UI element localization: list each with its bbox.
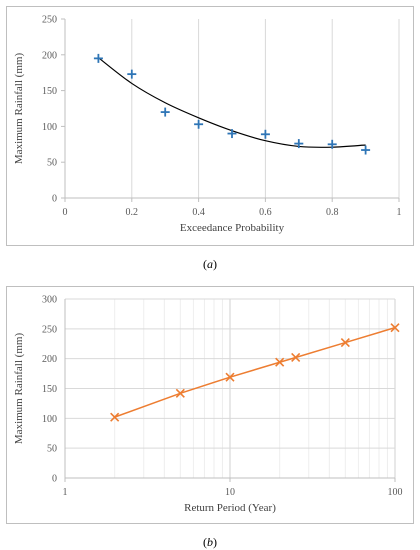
y-tick-label-b: 150 bbox=[42, 384, 57, 395]
chart-a-plot: 0 50 100 150 200 250 0 0.2 0.4 0.6 0.8 1 Exceedance … bbox=[13, 15, 402, 235]
data-point-b-stroke2 bbox=[175, 388, 185, 398]
data-point-b bbox=[390, 323, 400, 333]
x-axis-title-b: Return Period (Year) bbox=[184, 502, 276, 514]
data-point-b-stroke2 bbox=[291, 352, 301, 363]
data-point-a bbox=[194, 119, 204, 129]
data-point-b bbox=[225, 372, 235, 382]
data-point-b bbox=[110, 412, 120, 422]
x-tick-label-a: 0 bbox=[63, 207, 68, 218]
data-point-a bbox=[294, 139, 304, 149]
data-point-a bbox=[93, 53, 103, 63]
data-point-b-stroke2 bbox=[225, 372, 235, 382]
x-tick-label-b: 10 bbox=[225, 487, 235, 498]
x-tick-label-a: 0.4 bbox=[192, 207, 205, 218]
x-tick-label-a: 1 bbox=[397, 207, 402, 218]
data-point-a bbox=[160, 107, 170, 117]
y-tick-label-a: 50 bbox=[47, 158, 57, 169]
chart-panel-a: 0 50 100 150 200 250 0 0.2 0.4 0.6 0.8 1 Exceedance … bbox=[6, 6, 414, 246]
data-point-a bbox=[227, 129, 237, 139]
caption-b-letter: b bbox=[207, 535, 213, 549]
data-point-b bbox=[275, 357, 285, 367]
data-point-b bbox=[291, 352, 301, 363]
x-tick-label-a: 0.6 bbox=[259, 207, 272, 218]
chart-panel-b: 0 50 100 150 200 250 300 1 10 100 Return Period (Y… bbox=[6, 286, 414, 524]
x-tick-label-a: 0.8 bbox=[326, 207, 339, 218]
caption-a: (a) bbox=[203, 257, 217, 271]
y-tick-label-b: 250 bbox=[42, 324, 57, 335]
chart-b-plot: 0 50 100 150 200 250 300 1 10 100 Return Period (Y… bbox=[13, 295, 403, 515]
y-axis-title-a: Maximum Rainfall (mm) bbox=[13, 53, 25, 165]
x-tick-label-a: 0.2 bbox=[126, 207, 139, 218]
data-point-b bbox=[340, 337, 350, 348]
y-tick-label-a: 200 bbox=[42, 50, 57, 61]
y-axis-title-b: Maximum Rainfall (mm) bbox=[13, 333, 25, 445]
caption-b: (b) bbox=[203, 535, 217, 549]
y-tick-label-b: 100 bbox=[42, 414, 57, 425]
data-point-b-stroke2 bbox=[275, 357, 285, 367]
x-tick-label-b: 1 bbox=[63, 487, 68, 498]
x-axis-title-a: Exceedance Probability bbox=[180, 222, 285, 234]
y-tick-label-b: 300 bbox=[42, 295, 57, 306]
data-point-a bbox=[260, 129, 270, 139]
caption-a-letter: a bbox=[207, 257, 213, 271]
series-line-b bbox=[114, 326, 396, 418]
y-tick-label-b: 200 bbox=[42, 354, 57, 365]
y-tick-label-a: 250 bbox=[42, 15, 57, 26]
y-tick-label-a: 0 bbox=[52, 194, 57, 205]
x-tick-label-b: 100 bbox=[388, 487, 403, 498]
data-point-b-stroke2 bbox=[110, 412, 120, 422]
y-tick-label-b: 50 bbox=[47, 444, 57, 455]
data-point-b-stroke2 bbox=[390, 323, 400, 333]
data-point-a bbox=[127, 69, 137, 79]
y-tick-label-a: 100 bbox=[42, 122, 57, 133]
y-tick-label-b: 0 bbox=[52, 474, 57, 485]
data-point-a bbox=[327, 139, 337, 149]
data-point-b bbox=[175, 388, 185, 398]
data-point-a bbox=[361, 145, 371, 155]
data-point-b-stroke2 bbox=[340, 337, 350, 348]
y-tick-label-a: 150 bbox=[42, 86, 57, 97]
